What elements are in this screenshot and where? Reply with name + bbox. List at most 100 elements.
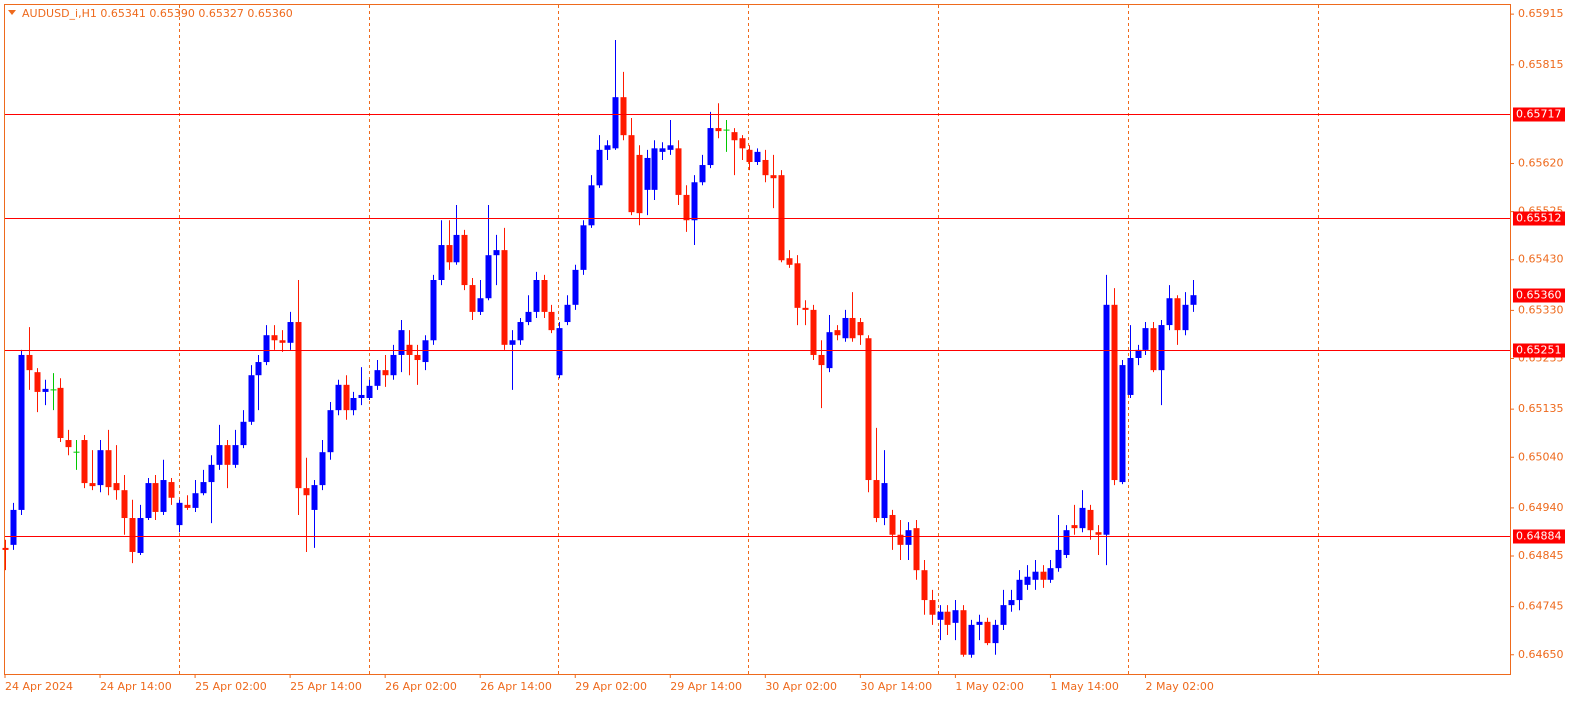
candle-body [57,387,64,439]
candle-body [461,234,468,286]
candle-body [770,175,777,179]
candle-body [145,483,152,519]
candle-body [992,624,999,644]
candle-body [802,307,809,310]
candle-body [707,128,714,166]
candle-body [366,385,373,398]
candle-body [1111,304,1118,481]
level-label: 0.64884 [1516,530,1562,543]
level-label-box [1513,211,1565,226]
candle-body [335,384,342,411]
candle-body [564,304,571,323]
candle-body [1166,298,1173,326]
candle-body [438,245,445,281]
plot-frame [4,4,1511,675]
level-label: 0.65717 [1516,108,1562,121]
candle-body [65,440,72,448]
candle-body [960,610,967,655]
candle-body [319,452,326,486]
candle-body [865,338,872,481]
candle-body [1103,304,1110,535]
candle-body [699,165,706,183]
y-tick-label: 0.65620 [1518,157,1564,170]
candle-body [976,621,983,625]
y-tick-label: 0.64845 [1518,549,1564,562]
x-tick-label: 1 May 14:00 [1050,680,1118,693]
candle-body [493,250,500,256]
candle-body [1190,295,1197,305]
candle-body [1000,605,1007,625]
candle-body [1032,571,1039,580]
y-tick-label: 0.64745 [1518,600,1564,613]
x-tick-label: 26 Apr 14:00 [480,680,552,693]
candle-body [240,421,247,446]
candle-body [350,397,357,411]
x-tick-label: 25 Apr 14:00 [290,680,362,693]
candle-body [952,610,959,623]
candle-body [762,159,769,176]
candle-body [232,445,239,465]
candle-body [659,148,666,152]
candle-body [517,322,524,341]
candle-body [26,354,33,371]
candle-body [937,611,944,620]
candle-body [208,464,215,483]
candle-body [746,149,753,163]
candle-body [113,483,120,491]
candle-body [683,194,690,221]
candle-body [929,600,936,615]
chart-title: AUDUSD_i,H1 0.65341 0.65390 0.65327 0.65… [22,7,293,20]
candle-body [382,370,389,376]
candle-body [1016,579,1023,601]
candle-body [105,450,112,488]
candle-body [97,450,104,486]
candle-body [1127,357,1134,395]
candle-body [786,258,793,265]
title-marker [8,10,16,15]
candle-body [343,384,350,411]
candle-body [604,145,611,150]
candle-body [184,504,191,508]
candle-body [556,328,563,376]
candle-body [81,440,88,484]
y-tick-label: 0.64650 [1518,648,1564,661]
candle-body [1047,568,1054,580]
candle-body [754,151,761,163]
candle-body [1182,304,1189,331]
candle-body [287,322,294,343]
x-tick-label: 29 Apr 14:00 [670,680,742,693]
candle-body [477,298,484,312]
candle-body [1008,600,1015,606]
candle-body [224,445,231,465]
x-tick-label: 25 Apr 02:00 [195,680,267,693]
candle-body [255,362,262,376]
candle-body [968,624,975,655]
candle-body [18,354,25,510]
candle-body [295,322,302,489]
candle-body [1174,298,1181,331]
candle-body [1142,328,1149,350]
price-label: 0.65360 [1516,289,1562,302]
candle-body [818,354,825,366]
x-tick-label: 26 Apr 02:00 [385,680,457,693]
candle-body [667,145,674,150]
candle-body [509,340,516,345]
candle-body [121,490,128,519]
candle-body [1079,507,1086,529]
candle-body [446,245,453,263]
candle-body [358,394,365,398]
candle-body [42,388,49,392]
candle-body [89,483,96,487]
candle-body [1150,328,1157,371]
x-tick-label: 1 May 02:00 [955,680,1023,693]
x-tick-label: 30 Apr 02:00 [765,680,837,693]
candle-body [1119,365,1126,483]
candle-body [453,234,460,263]
y-tick-label: 0.65040 [1518,450,1564,463]
candle-body [192,493,199,508]
y-tick-label: 0.65815 [1518,58,1564,71]
candle-body [691,182,698,221]
candle-body [176,502,183,526]
